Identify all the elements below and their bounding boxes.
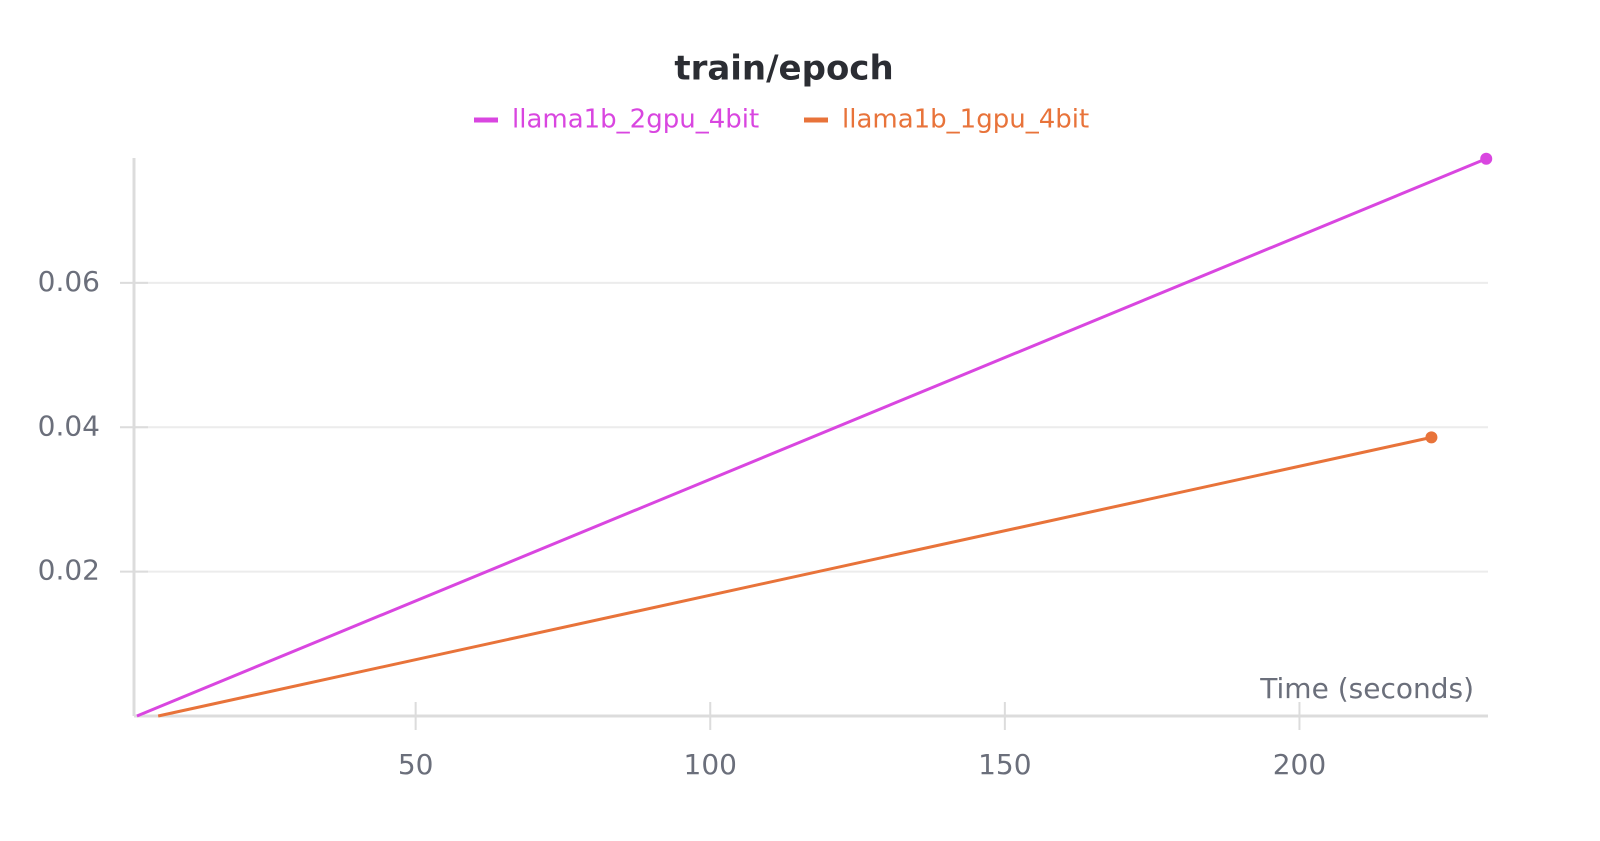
y-tick-label: 0.06 [38, 265, 100, 298]
end-marker [1480, 152, 1493, 165]
series-line [157, 435, 1432, 718]
series-line [136, 157, 1487, 718]
x-axis-label: Time (seconds) [1259, 672, 1474, 705]
y-tick-label: 0.04 [38, 409, 100, 442]
chart-title: train/epoch [674, 49, 893, 89]
y-tick-label: 0.02 [38, 554, 100, 587]
x-tick-label: 150 [978, 748, 1031, 781]
x-tick-label: 100 [684, 748, 737, 781]
legend-label: llama1b_1gpu_4bit [842, 105, 1089, 135]
legend-label: llama1b_2gpu_4bit [512, 105, 759, 135]
x-tick-label: 50 [398, 748, 434, 781]
x-tick-label: 200 [1273, 748, 1326, 781]
end-marker [1425, 431, 1438, 444]
